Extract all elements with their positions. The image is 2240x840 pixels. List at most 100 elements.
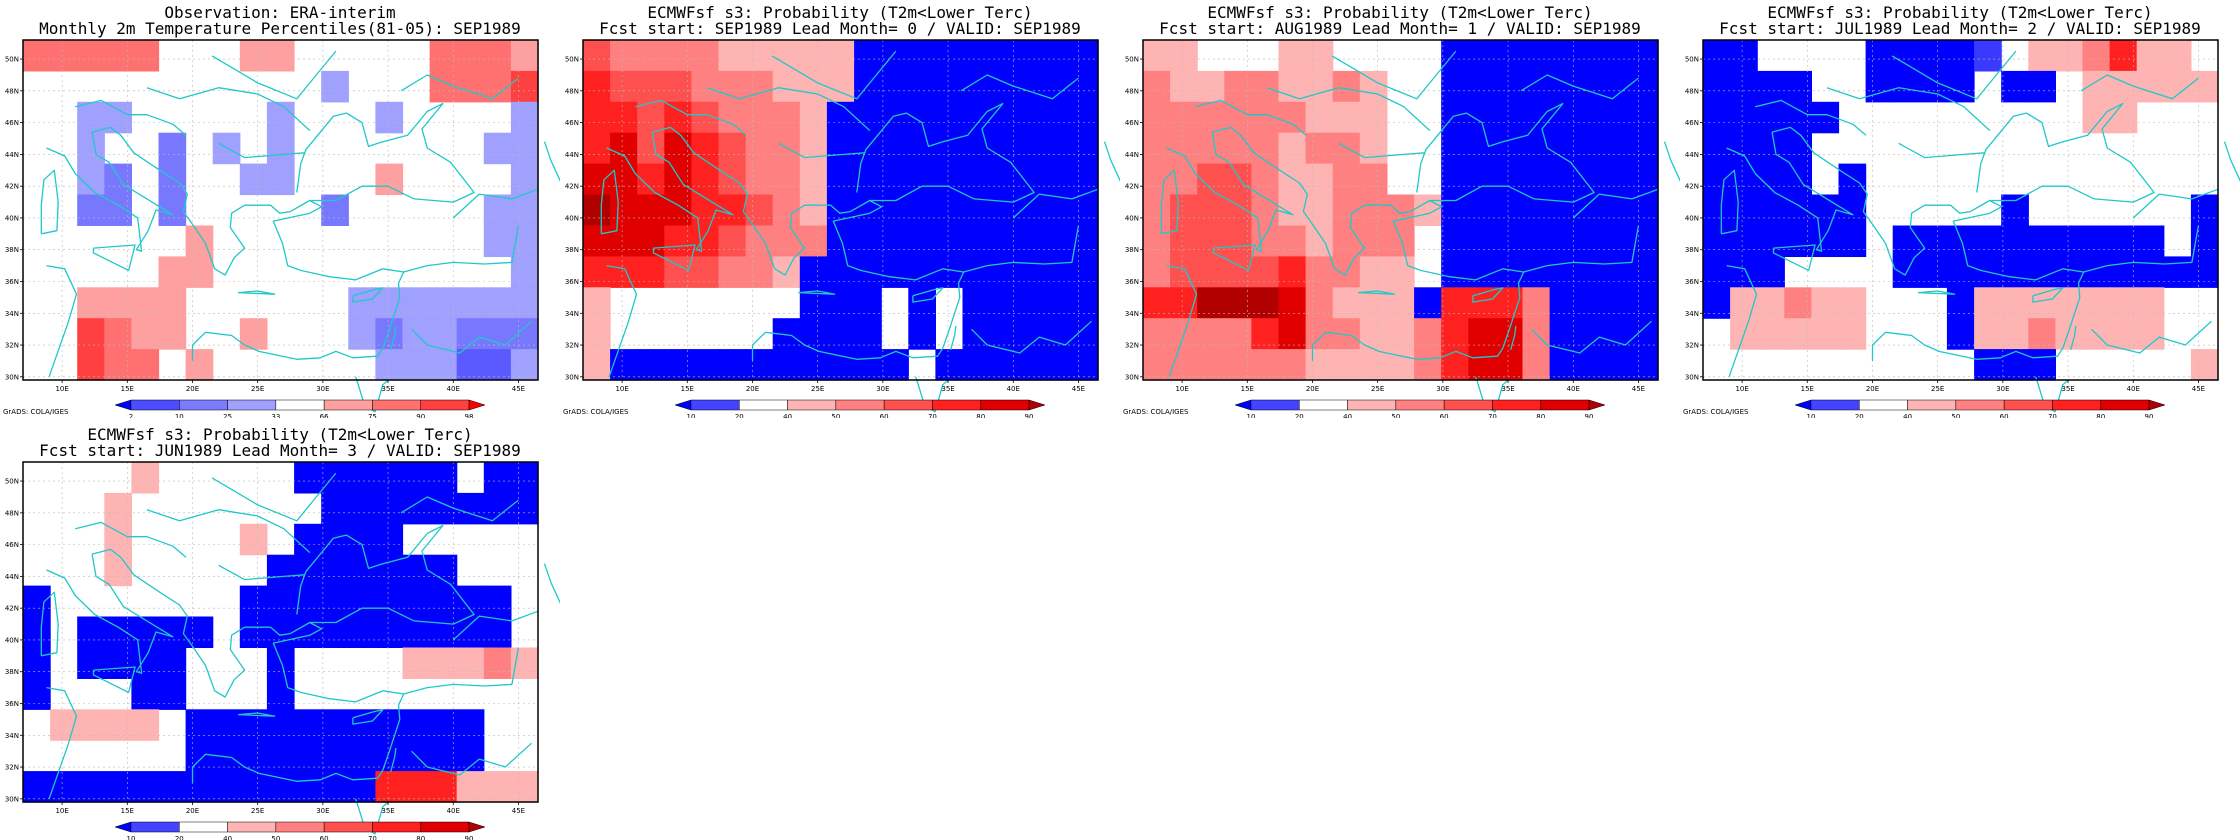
data-cell — [158, 256, 187, 288]
data-cell — [348, 318, 376, 350]
data-cell — [691, 163, 720, 196]
data-cell — [510, 132, 539, 165]
lon-tick-label: 45E — [512, 385, 525, 393]
data-cell — [212, 709, 241, 741]
coastline — [960, 74, 1079, 100]
data-cell — [2028, 70, 2056, 103]
data-cell — [2190, 70, 2219, 103]
data-cell — [239, 771, 268, 803]
coastline — [1726, 131, 1854, 252]
data-cell — [1603, 349, 1632, 381]
data-cell — [1043, 194, 1072, 226]
grads-credit: GrADS: COLA/IGES — [1683, 408, 1749, 416]
coastline — [635, 99, 747, 136]
grads-credit: GrADS: COLA/IGES — [1123, 408, 1189, 416]
lat-tick-label: 32N — [1685, 342, 1699, 350]
data-cells — [1143, 40, 1659, 381]
data-cell — [1197, 349, 1225, 381]
colorbar: 2 10 25 33 66 75 90 98 — [114, 399, 486, 418]
data-cell — [1522, 101, 1551, 134]
data-cell — [483, 771, 512, 803]
data-cell — [1386, 287, 1415, 319]
data-cell — [1974, 349, 2002, 381]
data-cell — [321, 462, 349, 494]
data-cell — [664, 101, 692, 134]
data-cell — [2109, 225, 2138, 257]
data-cell — [1278, 256, 1307, 288]
data-cell — [1757, 101, 1785, 134]
coastline — [1720, 169, 1739, 235]
colorbar-swatch — [179, 821, 228, 833]
data-cell — [483, 194, 512, 226]
data-cell — [77, 349, 105, 381]
data-cell — [1603, 163, 1632, 196]
coastline — [1266, 87, 1431, 132]
data-cell — [1468, 287, 1496, 319]
lat-tick-label: 42N — [1125, 183, 1139, 191]
coastline — [606, 264, 638, 378]
colorbar-swatch — [323, 821, 373, 833]
data-cell — [1703, 256, 1731, 288]
data-cell — [1251, 70, 1280, 103]
data-cell — [1224, 101, 1252, 134]
data-cell — [1730, 194, 1758, 226]
data-cell — [321, 492, 349, 525]
colorbar-label: 80 — [976, 413, 985, 418]
data-cell — [854, 40, 882, 72]
data-cell — [1043, 163, 1072, 196]
data-cell — [1784, 318, 1812, 350]
data-cell — [131, 462, 160, 494]
data-cell — [772, 40, 801, 72]
panel-title-line1: ECMWFsf s3: Probability (T2m<Lower Terc) — [1207, 3, 1593, 22]
data-cell — [2028, 318, 2056, 350]
data-cell — [158, 678, 187, 710]
colorbar-swatch — [468, 821, 486, 833]
lat-tick-label: 32N — [1125, 342, 1139, 350]
colorbar: 10 20 40 50 60 70 80 90 — [1794, 399, 2166, 418]
lon-tick-label: 25E — [1931, 385, 1944, 393]
data-cell — [429, 616, 458, 648]
data-cell — [1549, 163, 1578, 196]
data-cell — [1251, 287, 1280, 319]
data-cell — [1784, 225, 1812, 257]
data-cell — [1143, 101, 1171, 134]
data-cell — [2109, 287, 2138, 319]
data-cell — [718, 40, 747, 72]
data-cell — [583, 349, 611, 381]
data-cell — [510, 256, 539, 288]
coastline — [912, 287, 944, 303]
coastline — [1520, 74, 1639, 100]
coastline — [1212, 244, 1256, 272]
data-cell — [131, 616, 160, 648]
lat-tick-label: 50N — [1685, 56, 1699, 64]
colorbar-label: 90 — [1585, 413, 1594, 418]
data-cell — [1359, 225, 1388, 257]
coastline — [1523, 225, 1640, 273]
data-cell — [1603, 318, 1632, 350]
data-cell — [212, 132, 241, 165]
data-cell — [104, 771, 132, 803]
data-cell — [77, 771, 105, 803]
lon-tick-label: 35E — [381, 807, 394, 815]
data-cell — [131, 349, 160, 381]
data-cell — [1197, 225, 1225, 257]
data-cell — [77, 318, 105, 350]
colorbar-label: 90 — [2145, 413, 2154, 418]
coastline — [1871, 204, 1951, 276]
colorbar: 10 20 40 50 60 70 80 90 — [674, 399, 1046, 418]
data-cell — [2001, 287, 2029, 319]
colorbar-label: 60 — [320, 835, 329, 840]
coastline — [191, 283, 401, 361]
data-cell — [1919, 256, 1948, 288]
colorbar-swatch — [420, 399, 470, 411]
data-cell — [583, 101, 611, 134]
coastline — [296, 102, 475, 203]
data-cell — [1332, 287, 1361, 319]
data-cell — [158, 132, 187, 165]
data-cell — [1630, 70, 1659, 103]
coastline — [1950, 199, 2085, 284]
lon-tick-label: 25E — [1371, 385, 1384, 393]
colorbar-swatch — [372, 399, 421, 411]
data-cell — [826, 132, 855, 165]
colorbar-swatch — [1588, 399, 1606, 411]
